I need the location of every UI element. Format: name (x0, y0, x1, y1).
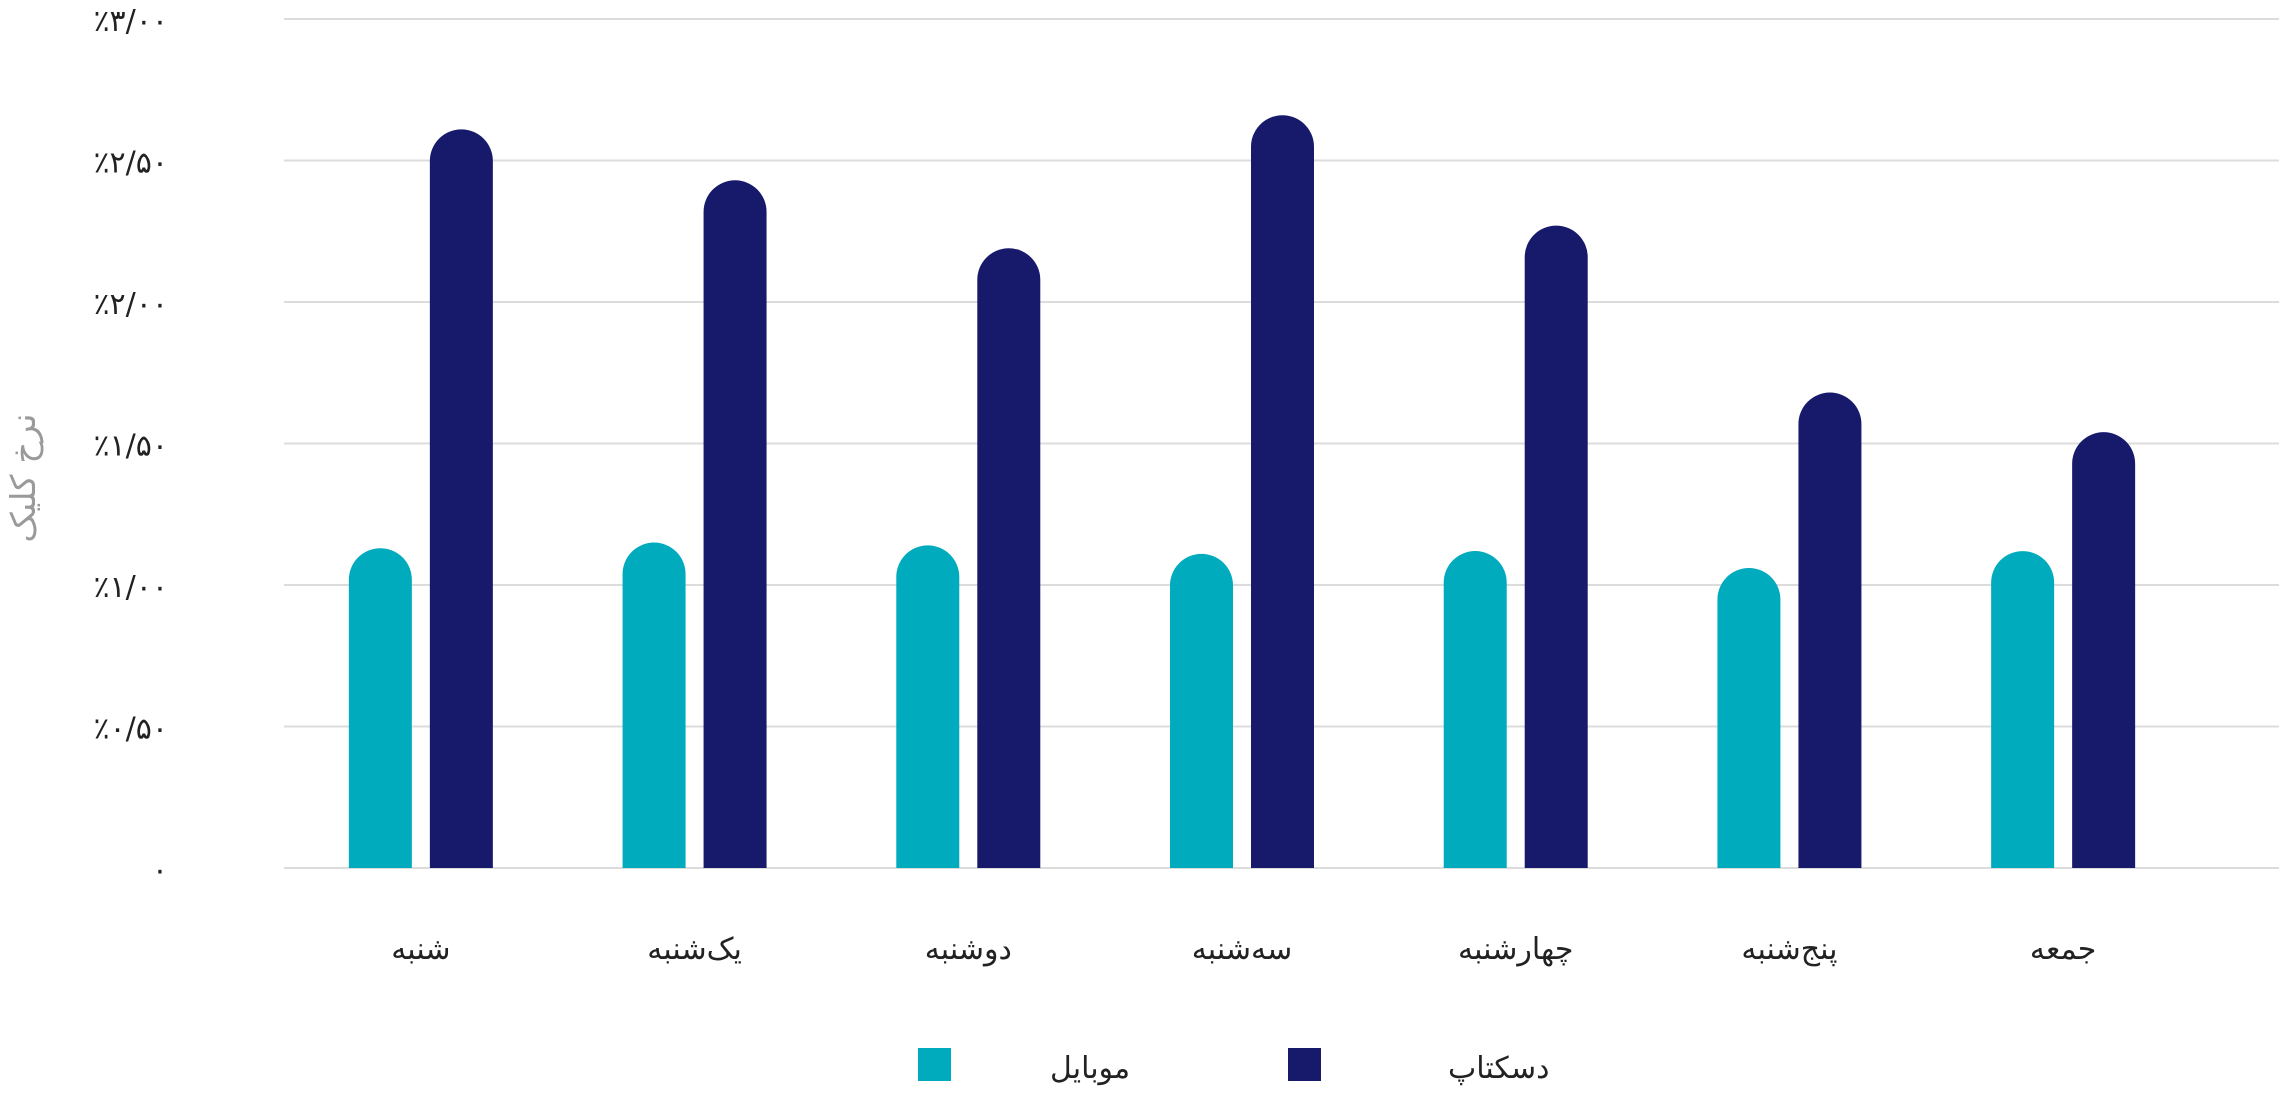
desktop-bar (429, 129, 493, 868)
desktop-bar (1524, 225, 1588, 868)
mobile-bar (1717, 568, 1781, 868)
desktop-bar (2072, 432, 2136, 868)
y-tick-label: ۰ (152, 853, 168, 888)
mobile-bar (1443, 551, 1507, 868)
y-tick-label: ٪۱/۰۰ (93, 570, 168, 605)
legend-label-mobile: موبایل (1050, 1051, 1130, 1086)
mobile-bar (1991, 551, 2055, 868)
mobile-bar (1170, 553, 1233, 868)
y-tick-label: ٪۰/۵۰ (93, 712, 168, 747)
legend-label-desktop: دسکتاپ (1448, 1051, 1550, 1086)
desktop-bar (1798, 392, 1862, 868)
y-tick-label: ٪۲/۵۰ (93, 146, 168, 181)
x-tick-label: دوشنبه (925, 932, 1012, 967)
y-axis-ticks: ۰ ٪۰/۵۰ ٪۱/۰۰ ٪۱/۵۰ ٪۲/۰۰ ٪۲/۵۰ ٪۳/۰۰ (93, 4, 168, 888)
mobile-bar (896, 545, 960, 868)
legend-swatch-mobile (918, 1048, 951, 1081)
x-tick-label: شنبه (391, 932, 450, 967)
x-tick-label: یک‌شنبه (647, 932, 742, 967)
mobile-bar (622, 542, 686, 868)
x-tick-label: سه‌شنبه (1192, 932, 1293, 967)
y-tick-label: ٪۳/۰۰ (93, 4, 168, 39)
x-tick-label: جمعه (2030, 932, 2096, 967)
mobile-bar (348, 548, 412, 868)
y-tick-label: ٪۲/۰۰ (93, 287, 168, 322)
legend: موبایل دسکتاپ (918, 1048, 1550, 1086)
x-tick-label: چهارشنبه (1458, 932, 1573, 967)
legend-swatch-desktop (1288, 1048, 1321, 1081)
bars (348, 115, 2136, 869)
desktop-bar (977, 248, 1041, 868)
x-axis-ticks: شنبه یک‌شنبه دوشنبه سه‌شنبه چهارشنبه پنج‌شنبه… (391, 932, 2096, 967)
y-tick-label: ٪۱/۵۰ (93, 429, 168, 464)
desktop-bar (1251, 115, 1314, 868)
desktop-bar (703, 180, 767, 869)
y-axis-label: نرخ کلیک (4, 413, 44, 542)
x-tick-label: پنج‌شنبه (1741, 932, 1837, 967)
